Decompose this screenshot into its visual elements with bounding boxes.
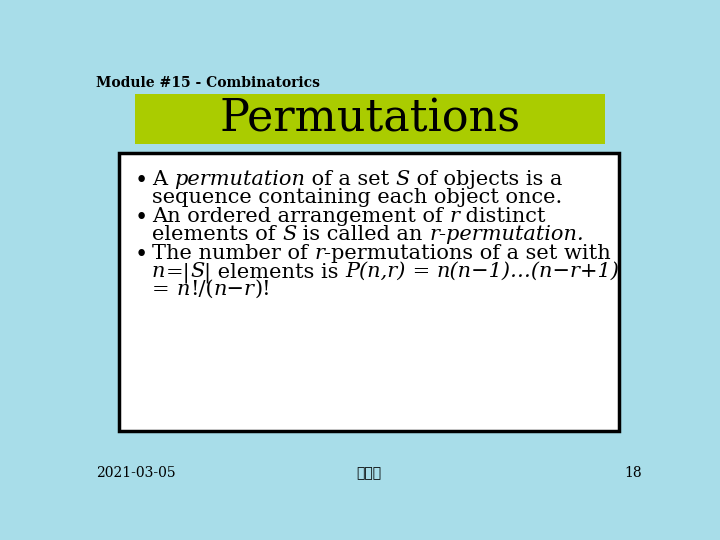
- Text: distinct: distinct: [459, 207, 546, 226]
- Text: S: S: [190, 262, 204, 281]
- Text: sequence containing each object once.: sequence containing each object once.: [152, 188, 562, 207]
- Text: 18: 18: [624, 466, 642, 480]
- Text: Module #15 - Combinatorics: Module #15 - Combinatorics: [96, 76, 320, 90]
- Text: •: •: [135, 207, 148, 230]
- Text: 2021-03-05: 2021-03-05: [96, 466, 176, 480]
- Text: =: =: [152, 280, 176, 299]
- Text: r: r: [449, 207, 459, 226]
- Text: S: S: [282, 225, 297, 244]
- Text: 재갈병: 재갈병: [356, 466, 382, 480]
- Text: An ordered arrangement of: An ordered arrangement of: [152, 207, 449, 226]
- Text: !/(: !/(: [190, 280, 213, 299]
- Text: A: A: [152, 170, 174, 190]
- Text: S: S: [395, 170, 410, 190]
- Text: n−r: n−r: [213, 280, 254, 299]
- Bar: [120, 153, 618, 430]
- Bar: [135, 94, 605, 144]
- Text: -permutations of a set with: -permutations of a set with: [325, 244, 611, 263]
- Text: =|: =|: [166, 262, 190, 282]
- Text: of a set: of a set: [305, 170, 395, 190]
- Text: P(n,r): P(n,r): [346, 262, 406, 281]
- Text: n(n−1)…(n−r+1): n(n−1)…(n−r+1): [437, 262, 620, 281]
- Text: of objects is a: of objects is a: [410, 170, 562, 190]
- Text: •: •: [135, 170, 148, 192]
- Text: )!: )!: [254, 280, 271, 299]
- Text: •: •: [135, 244, 148, 266]
- Text: =: =: [406, 262, 437, 281]
- Text: | elements is: | elements is: [204, 262, 346, 282]
- Text: permutation: permutation: [174, 170, 305, 190]
- Text: n: n: [176, 280, 190, 299]
- Text: is called an: is called an: [297, 225, 429, 244]
- Text: The number of: The number of: [152, 244, 315, 263]
- Text: r: r: [315, 244, 325, 263]
- Text: r-permutation.: r-permutation.: [429, 225, 584, 244]
- Text: Permutations: Permutations: [219, 98, 521, 141]
- Text: elements of: elements of: [152, 225, 282, 244]
- Text: n: n: [152, 262, 166, 281]
